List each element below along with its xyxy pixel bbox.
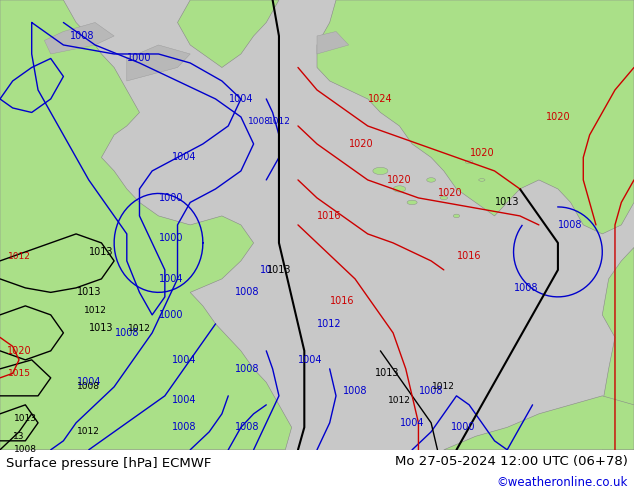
Text: 1008: 1008 [235, 364, 259, 374]
Text: 1012: 1012 [388, 396, 411, 405]
Text: 1020: 1020 [387, 175, 411, 185]
Text: 1013: 1013 [89, 247, 113, 257]
Text: 1020: 1020 [7, 346, 31, 356]
Polygon shape [0, 0, 634, 450]
Text: 1004: 1004 [299, 355, 323, 365]
Polygon shape [479, 178, 485, 181]
Polygon shape [453, 214, 460, 218]
Polygon shape [393, 186, 406, 192]
Text: 1000: 1000 [159, 193, 183, 203]
Text: 1020: 1020 [470, 148, 494, 158]
Text: 1008: 1008 [14, 445, 37, 454]
Text: Surface pressure [hPa] ECMWF: Surface pressure [hPa] ECMWF [6, 457, 212, 470]
Polygon shape [0, 0, 89, 450]
Text: 1012: 1012 [8, 252, 30, 261]
Text: 1004: 1004 [172, 355, 196, 365]
Polygon shape [427, 178, 436, 182]
Text: 1008: 1008 [343, 386, 367, 396]
Text: 1013: 1013 [495, 197, 519, 207]
Text: 1020: 1020 [546, 112, 570, 122]
Polygon shape [178, 0, 279, 68]
Text: 1004: 1004 [77, 377, 101, 388]
Text: 1000: 1000 [127, 53, 152, 64]
Text: 1000: 1000 [159, 310, 183, 320]
Text: 1012: 1012 [128, 324, 151, 333]
Text: 1013: 1013 [267, 265, 291, 275]
Text: 1020: 1020 [438, 189, 462, 198]
Text: 13: 13 [13, 432, 25, 441]
Text: 1020: 1020 [349, 139, 373, 149]
Text: 1012: 1012 [318, 319, 342, 329]
Text: 1008: 1008 [249, 117, 271, 126]
Polygon shape [465, 160, 473, 164]
Text: 1013: 1013 [89, 323, 113, 333]
Text: 1008: 1008 [419, 386, 443, 396]
Polygon shape [317, 31, 349, 54]
Text: 1000: 1000 [451, 422, 475, 432]
Text: 1004: 1004 [400, 418, 424, 428]
Polygon shape [602, 247, 634, 450]
Polygon shape [407, 200, 417, 205]
Polygon shape [317, 0, 634, 234]
Text: 1000: 1000 [159, 233, 183, 244]
Polygon shape [440, 196, 448, 200]
Polygon shape [44, 23, 114, 54]
Text: 1008: 1008 [70, 31, 94, 41]
Text: 1004: 1004 [159, 274, 183, 284]
Text: 1012: 1012 [268, 117, 290, 126]
Text: 1015: 1015 [8, 369, 30, 378]
Text: ©weatheronline.co.uk: ©weatheronline.co.uk [496, 476, 628, 490]
Text: 1012: 1012 [77, 427, 100, 436]
Text: 1008: 1008 [172, 422, 196, 432]
Text: 1008: 1008 [514, 283, 538, 293]
Text: 1008: 1008 [559, 220, 583, 230]
Text: 1013: 1013 [14, 414, 37, 423]
Polygon shape [444, 396, 634, 450]
Text: 10: 10 [260, 265, 273, 275]
Text: 1013: 1013 [375, 368, 399, 378]
Text: 1008: 1008 [235, 422, 259, 432]
Text: 1004: 1004 [172, 152, 196, 163]
Text: 1008: 1008 [235, 287, 259, 297]
Text: 1012: 1012 [84, 306, 107, 315]
Polygon shape [373, 168, 388, 174]
Text: 1024: 1024 [368, 94, 392, 104]
Polygon shape [127, 45, 190, 81]
Text: 1016: 1016 [330, 296, 354, 306]
Text: 1016: 1016 [318, 211, 342, 221]
Text: 1013: 1013 [77, 287, 101, 297]
Text: 1008: 1008 [115, 328, 139, 338]
Text: 1004: 1004 [229, 94, 253, 104]
Text: 1016: 1016 [457, 251, 481, 261]
Text: 1004: 1004 [172, 395, 196, 405]
Text: 1008: 1008 [77, 382, 100, 392]
Text: Mo 27-05-2024 12:00 UTC (06+78): Mo 27-05-2024 12:00 UTC (06+78) [395, 455, 628, 467]
Text: 1012: 1012 [432, 382, 455, 392]
Polygon shape [0, 0, 292, 450]
